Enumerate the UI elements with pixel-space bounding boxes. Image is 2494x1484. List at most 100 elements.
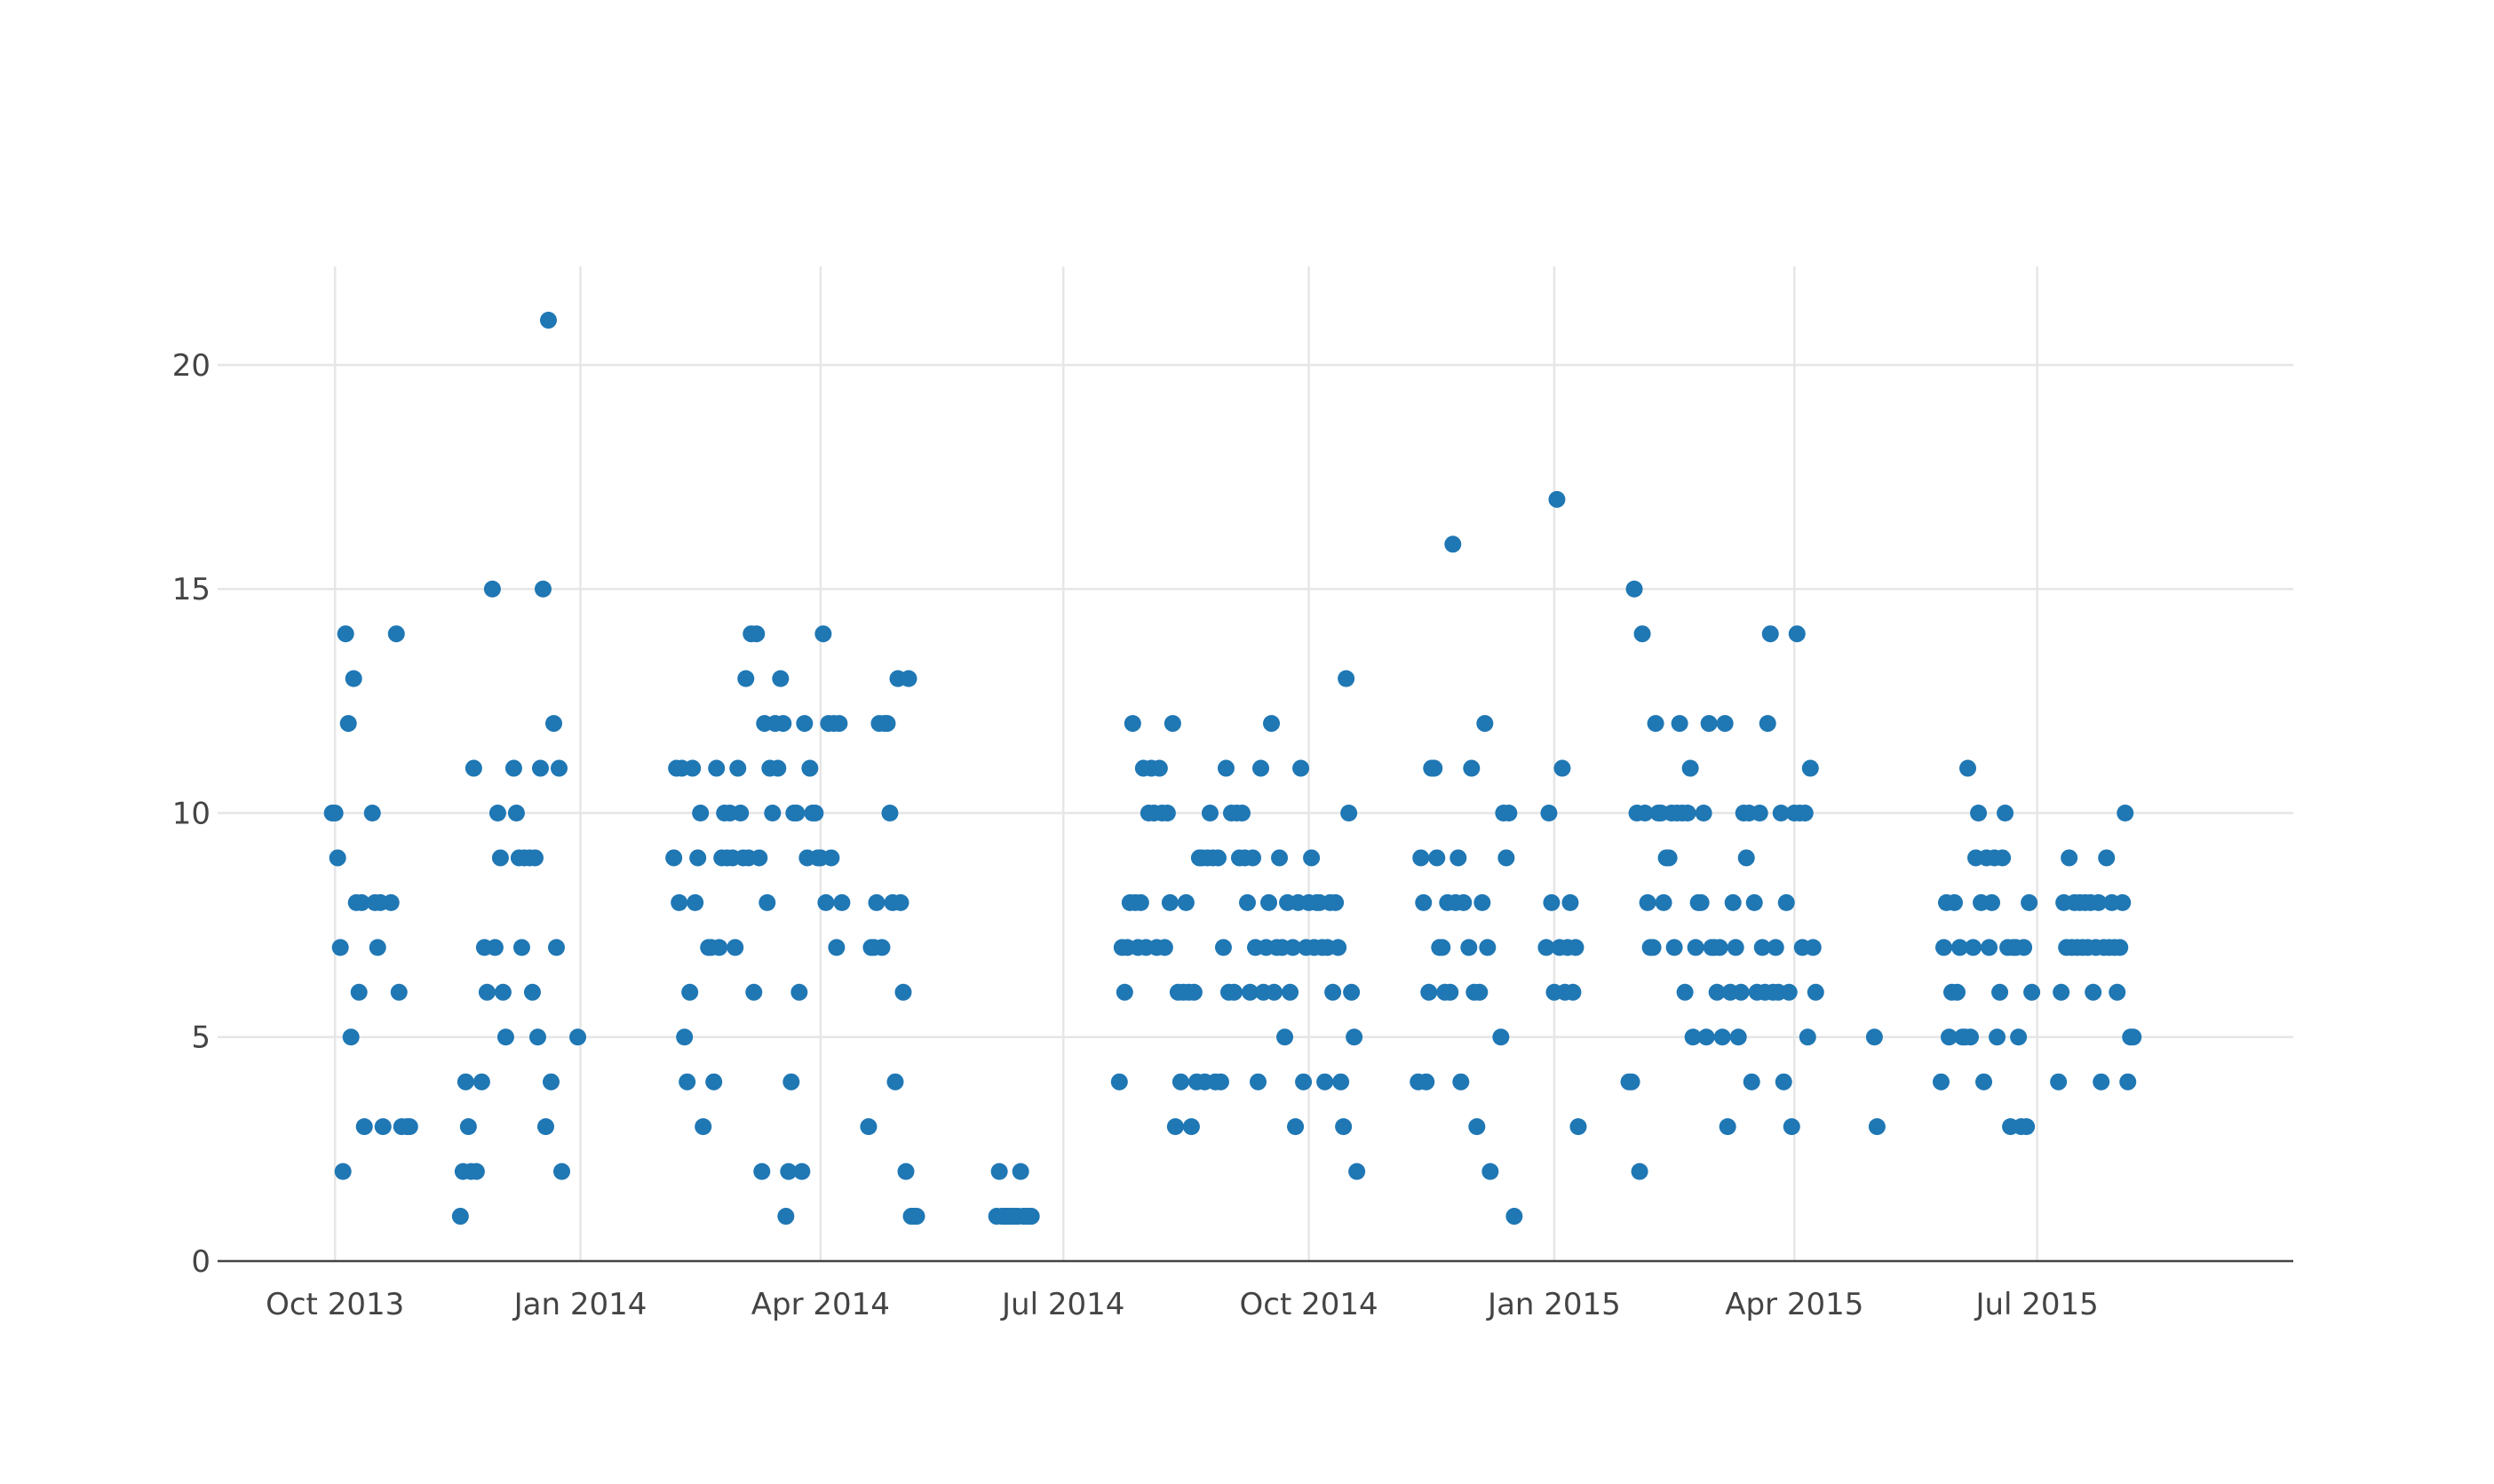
data-point[interactable]: [1473, 893, 1491, 911]
data-point[interactable]: [814, 625, 832, 643]
data-point[interactable]: [1338, 670, 1355, 687]
data-point[interactable]: [764, 804, 782, 821]
data-point[interactable]: [542, 1073, 560, 1091]
data-point[interactable]: [2119, 1073, 2137, 1091]
data-point[interactable]: [1225, 983, 1243, 1001]
data-point[interactable]: [1346, 1028, 1363, 1046]
data-point[interactable]: [1949, 983, 1966, 1001]
data-point[interactable]: [337, 625, 354, 643]
data-point[interactable]: [1426, 759, 1443, 777]
data-point[interactable]: [1965, 939, 1982, 956]
data-point[interactable]: [1761, 625, 1779, 643]
data-point[interactable]: [1719, 1118, 1736, 1136]
data-point[interactable]: [878, 715, 896, 733]
data-point[interactable]: [2053, 983, 2070, 1001]
data-point[interactable]: [2109, 983, 2126, 1001]
data-point[interactable]: [1150, 759, 1168, 777]
data-point[interactable]: [1975, 1073, 1993, 1091]
data-point[interactable]: [1687, 939, 1704, 956]
data-point[interactable]: [1801, 759, 1819, 777]
data-point[interactable]: [1481, 1163, 1499, 1180]
data-point[interactable]: [1548, 490, 1566, 508]
data-point[interactable]: [2098, 849, 2116, 867]
data-point[interactable]: [552, 1163, 570, 1180]
data-point[interactable]: [1172, 1073, 1189, 1091]
data-point[interactable]: [1780, 983, 1798, 1001]
data-point[interactable]: [1233, 804, 1251, 821]
data-point[interactable]: [1335, 1118, 1353, 1136]
data-point[interactable]: [1639, 893, 1656, 911]
data-point[interactable]: [1623, 1073, 1640, 1091]
data-point[interactable]: [345, 670, 362, 687]
data-point[interactable]: [1452, 1073, 1470, 1091]
data-point[interactable]: [1428, 849, 1446, 867]
data-point[interactable]: [1537, 939, 1555, 956]
data-point[interactable]: [745, 983, 763, 1001]
data-point[interactable]: [2010, 1028, 2028, 1046]
data-point[interactable]: [329, 849, 346, 867]
data-point[interactable]: [1989, 1028, 2006, 1046]
data-point[interactable]: [732, 804, 750, 821]
data-point[interactable]: [1292, 759, 1310, 777]
data-point[interactable]: [1553, 759, 1571, 777]
data-point[interactable]: [536, 1118, 554, 1136]
data-point[interactable]: [1807, 983, 1824, 1001]
data-point[interactable]: [780, 1163, 798, 1180]
data-point[interactable]: [1970, 804, 1988, 821]
data-point[interactable]: [1951, 939, 1969, 956]
data-point[interactable]: [1284, 939, 1302, 956]
data-point[interactable]: [679, 1073, 696, 1091]
data-point[interactable]: [886, 1073, 904, 1091]
data-point[interactable]: [1962, 1028, 1980, 1046]
data-point[interactable]: [1182, 1118, 1200, 1136]
data-point[interactable]: [459, 1118, 477, 1136]
data-point[interactable]: [1865, 1028, 1883, 1046]
data-point[interactable]: [1561, 893, 1579, 911]
data-point[interactable]: [1671, 715, 1688, 733]
data-point[interactable]: [1941, 1028, 1958, 1046]
data-point[interactable]: [1463, 759, 1481, 777]
data-point[interactable]: [1679, 804, 1696, 821]
data-point[interactable]: [705, 1073, 723, 1091]
data-point[interactable]: [504, 759, 522, 777]
data-point[interactable]: [676, 1028, 694, 1046]
data-point[interactable]: [1772, 804, 1790, 821]
data-point[interactable]: [1420, 983, 1438, 1001]
data-point[interactable]: [1444, 536, 1462, 553]
data-point[interactable]: [2018, 1118, 2036, 1136]
data-point[interactable]: [457, 1073, 474, 1091]
data-point[interactable]: [523, 983, 541, 1001]
data-point[interactable]: [539, 312, 557, 329]
data-point[interactable]: [491, 849, 509, 867]
data-point[interactable]: [828, 939, 846, 956]
data-point[interactable]: [1442, 983, 1459, 1001]
data-point[interactable]: [544, 715, 562, 733]
data-point[interactable]: [1460, 939, 1478, 956]
data-point[interactable]: [1799, 1028, 1816, 1046]
data-point[interactable]: [727, 939, 744, 956]
data-point[interactable]: [737, 670, 755, 687]
data-point[interactable]: [1753, 939, 1771, 956]
data-point[interactable]: [1724, 893, 1742, 911]
data-point[interactable]: [512, 939, 530, 956]
data-point[interactable]: [1348, 1163, 1366, 1180]
data-point[interactable]: [2021, 893, 2038, 911]
data-point[interactable]: [1238, 893, 1256, 911]
data-point[interactable]: [1564, 983, 1582, 1001]
data-point[interactable]: [1340, 804, 1358, 821]
data-point[interactable]: [488, 804, 506, 821]
data-point[interactable]: [801, 759, 819, 777]
data-point[interactable]: [1647, 715, 1664, 733]
data-point[interactable]: [363, 804, 381, 821]
data-point[interactable]: [531, 759, 549, 777]
data-point[interactable]: [873, 939, 891, 956]
data-point[interactable]: [569, 1028, 587, 1046]
data-point[interactable]: [342, 1028, 360, 1046]
data-point[interactable]: [1295, 1073, 1313, 1091]
data-point[interactable]: [1567, 939, 1585, 956]
data-point[interactable]: [1946, 893, 1964, 911]
data-point[interactable]: [892, 893, 909, 911]
data-point[interactable]: [1266, 983, 1283, 1001]
data-point[interactable]: [1729, 1028, 1747, 1046]
data-point[interactable]: [1177, 893, 1195, 911]
